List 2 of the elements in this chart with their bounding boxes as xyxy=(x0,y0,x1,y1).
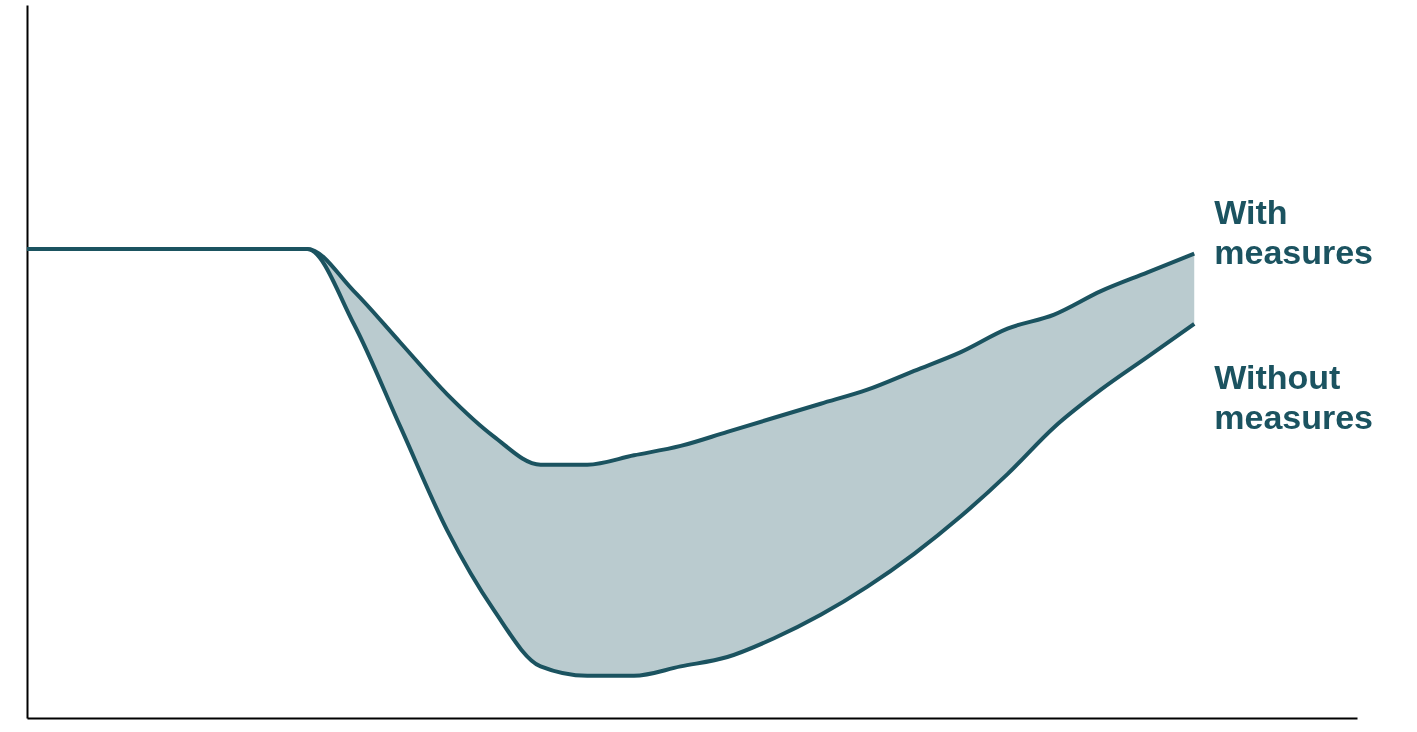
series-label: With measures xyxy=(1214,192,1374,271)
series-label: Without measures xyxy=(1214,357,1374,436)
